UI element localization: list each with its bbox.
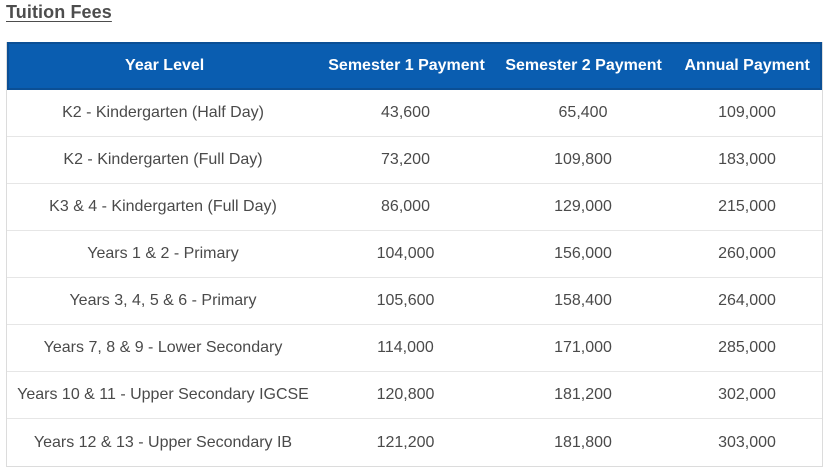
semester-2-cell: 171,000 [554,339,612,356]
year-level-cell: Years 12 & 13 - Upper Secondary IB [33,433,293,451]
annual-cell: 264,000 [718,292,776,309]
annual-cell: 285,000 [718,339,776,356]
table-row: Years 12 & 13 - Upper Secondary IB 121,2… [7,419,822,466]
year-level-cell: Years 10 & 11 - Upper Secondary IGCSE [17,386,309,403]
table-row: Years 3, 4, 5 & 6 - Primary 105,600 158,… [7,278,822,325]
table-row: K2 - Kindergarten (Full Day) 73,200 109,… [7,137,822,184]
section-title: Tuition Fees [6,2,112,22]
semester-2-cell: 129,000 [554,198,612,215]
semester-1-cell: 121,200 [376,433,435,451]
semester-1-cell: 86,000 [381,198,430,215]
year-level-cell: Years 3, 4, 5 & 6 - Primary [69,292,257,309]
year-level-cell: K2 - Kindergarten (Full Day) [63,151,263,168]
annual-cell: 215,000 [718,198,776,215]
annual-cell: 260,000 [718,245,776,262]
year-level-cell: K2 - Kindergarten (Half Day) [62,104,264,121]
table-row: Years 7, 8 & 9 - Lower Secondary 114,000… [7,325,822,372]
header-annual-payment: Annual Payment [684,57,810,74]
semester-2-cell: 181,200 [554,386,612,403]
header-year-level: Year Level [125,57,205,74]
semester-2-cell: 109,800 [554,151,612,168]
table-row: Years 10 & 11 - Upper Secondary IGCSE 12… [7,372,822,419]
semester-1-cell: 104,000 [376,245,435,262]
tuition-fees-table: Year Level Semester 1 Payment Semester 2… [6,42,823,467]
semester-2-cell: 156,000 [554,245,612,262]
annual-cell: 109,000 [718,104,776,121]
semester-1-cell: 105,600 [376,292,435,309]
year-level-cell: Years 1 & 2 - Primary [87,245,239,262]
annual-cell: 183,000 [718,151,776,168]
semester-1-cell: 120,800 [376,386,435,403]
header-semester-2-payment: Semester 2 Payment [505,57,662,74]
table-row: K2 - Kindergarten (Half Day) 43,600 65,4… [7,90,822,137]
annual-cell: 303,000 [718,433,776,451]
semester-1-cell: 43,600 [381,104,430,121]
year-level-cell: K3 & 4 - Kindergarten (Full Day) [49,198,277,215]
table-header-row: Year Level Semester 1 Payment Semester 2… [7,42,822,90]
semester-2-cell: 158,400 [554,292,612,309]
semester-1-cell: 114,000 [377,339,434,356]
semester-1-cell: 73,200 [381,151,430,168]
header-semester-1-payment: Semester 1 Payment [328,57,485,74]
semester-2-cell: 65,400 [558,104,608,121]
table-row: K3 & 4 - Kindergarten (Full Day) 86,000 … [7,184,822,231]
table-body: K2 - Kindergarten (Half Day) 43,600 65,4… [7,90,822,466]
annual-cell: 302,000 [718,386,776,403]
semester-2-cell: 181,800 [554,433,612,451]
table-row: Years 1 & 2 - Primary 104,000 156,000 26… [7,231,822,278]
year-level-cell: Years 7, 8 & 9 - Lower Secondary [43,339,283,356]
